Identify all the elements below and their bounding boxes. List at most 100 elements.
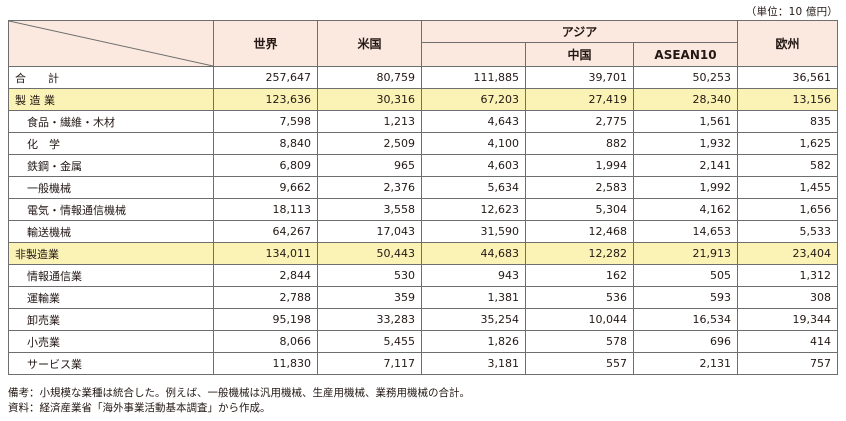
header-subrow: 中国 ASEAN10 [9,42,838,67]
row-label: 運輸業 [8,286,214,309]
table-row: サービス業 11,830 7,117 3,181 557 2,131 757 [8,352,839,375]
table-cell: 23,404 [737,242,839,265]
table-cell: 4,603 [421,154,526,177]
table-row: 電気・情報通信機械 18,113 3,558 12,623 5,304 4,162 1,65… [8,198,839,221]
table-cell: 943 [421,264,526,287]
table-cell: 1,381 [421,286,526,309]
col-asia: アジア [420,20,739,43]
col-china: 中国 [525,42,634,67]
table-cell: 2,775 [525,110,634,133]
row-label: 食品・繊維・木材 [8,110,214,133]
table-cell: 162 [525,264,634,287]
table-cell: 16,534 [632,308,739,331]
table-cell: 2,788 [213,286,318,309]
table-cell: 359 [317,286,422,309]
table-cell: 2,131 [632,352,739,375]
table-cell: 1,992 [632,176,739,199]
table-cell: 50,253 [632,66,739,89]
notes: 備考：小規模な業種は統合した。例えば、一般機械は汎用機械、生産用機械、業務用機械… [8,386,470,416]
table-cell: 1,455 [737,176,839,199]
table-cell: 27,419 [525,88,634,111]
table-cell: 578 [525,330,634,353]
table-cell: 2,141 [632,154,739,177]
table-cell: 21,913 [632,242,739,265]
table-cell: 36,561 [737,66,839,89]
row-label: 合 計 [8,66,214,89]
table-cell: 11,830 [213,352,318,375]
table-cell: 2,844 [213,264,318,287]
table-cell: 28,340 [632,88,739,111]
table-cell: 1,994 [525,154,634,177]
col-asia-blank [421,42,526,67]
table-cell: 3,558 [317,198,422,221]
table-row: 小売業 8,066 5,455 1,826 578 696 414 [8,330,839,353]
table-cell: 17,043 [317,220,422,243]
table-cell: 2,583 [525,176,634,199]
row-label: 化 学 [8,132,214,155]
table-row: 製 造 業 123,636 30,316 67,203 27,419 28,340 13,1… [8,88,839,111]
row-label: 電気・情報通信機械 [8,198,214,221]
row-label: 一般機械 [8,176,214,199]
table-cell: 50,443 [317,242,422,265]
table-cell: 593 [632,286,739,309]
table-cell: 12,282 [525,242,634,265]
table-cell: 4,100 [421,132,526,155]
table-cell: 582 [737,154,839,177]
table-cell: 19,344 [737,308,839,331]
table-row: 輸送機械 64,267 17,043 31,590 12,468 14,653 5,533 [8,220,839,243]
row-label: 鉄鋼・金属 [8,154,214,177]
row-label: 卸売業 [8,308,214,331]
row-label: サービス業 [8,352,214,375]
table-cell: 30,316 [317,88,422,111]
data-table: 世界 米国 アジア 欧州 中国 ASEAN10 合 計 257,647 80,759… [8,20,839,375]
col-europe: 欧州 [737,20,839,67]
table-cell: 14,653 [632,220,739,243]
table-cell: 111,885 [421,66,526,89]
table-cell: 1,656 [737,198,839,221]
diagonal-line [9,21,213,66]
table-cell: 308 [737,286,839,309]
table-cell: 35,254 [421,308,526,331]
table-row: 非製造業 134,011 50,443 44,683 12,282 21,913 23,40… [8,242,839,265]
table-cell: 965 [317,154,422,177]
table-cell: 64,267 [213,220,318,243]
row-label: 非製造業 [8,242,214,265]
table-cell: 39,701 [525,66,634,89]
table-cell: 95,198 [213,308,318,331]
table-cell: 8,840 [213,132,318,155]
table-cell: 5,455 [317,330,422,353]
table-cell: 7,117 [317,352,422,375]
table-row: 鉄鋼・金属 6,809 965 4,603 1,994 2,141 582 [8,154,839,177]
table-cell: 12,468 [525,220,634,243]
table-cell: 5,304 [525,198,634,221]
row-label: 製 造 業 [8,88,214,111]
note-source: 資料：経済産業省「海外事業活動基本調査」から作成。 [8,402,271,414]
table-row: 合 計 257,647 80,759 111,885 39,701 50,253 36,56… [8,66,839,89]
table-cell: 7,598 [213,110,318,133]
table-cell: 123,636 [213,88,318,111]
table-row: 卸売業 95,198 33,283 35,254 10,044 16,534 19,344 [8,308,839,331]
table-cell: 505 [632,264,739,287]
table-row: 運輸業 2,788 359 1,381 536 593 308 [8,286,839,309]
col-world: 世界 [213,20,318,67]
table-cell: 2,509 [317,132,422,155]
table-cell: 44,683 [421,242,526,265]
table-cell: 9,662 [213,176,318,199]
table-cell: 8,066 [213,330,318,353]
table-cell: 414 [737,330,839,353]
row-label: 輸送機械 [8,220,214,243]
table-cell: 5,634 [421,176,526,199]
table-row: 情報通信業 2,844 530 943 162 505 1,312 [8,264,839,287]
table-cell: 134,011 [213,242,318,265]
table-cell: 13,156 [737,88,839,111]
corner-cell [8,20,214,67]
table-row: 食品・繊維・木材 7,598 1,213 4,643 2,775 1,561 835 [8,110,839,133]
table-cell: 1,625 [737,132,839,155]
table-cell: 557 [525,352,634,375]
table-cell: 257,647 [213,66,318,89]
table-body: 合 計 257,647 80,759 111,885 39,701 50,253 36,56… [8,66,839,375]
table-row: 化 学 8,840 2,509 4,100 882 1,932 1,625 [8,132,839,155]
table-cell: 530 [317,264,422,287]
table-cell: 2,376 [317,176,422,199]
table-cell: 80,759 [317,66,422,89]
